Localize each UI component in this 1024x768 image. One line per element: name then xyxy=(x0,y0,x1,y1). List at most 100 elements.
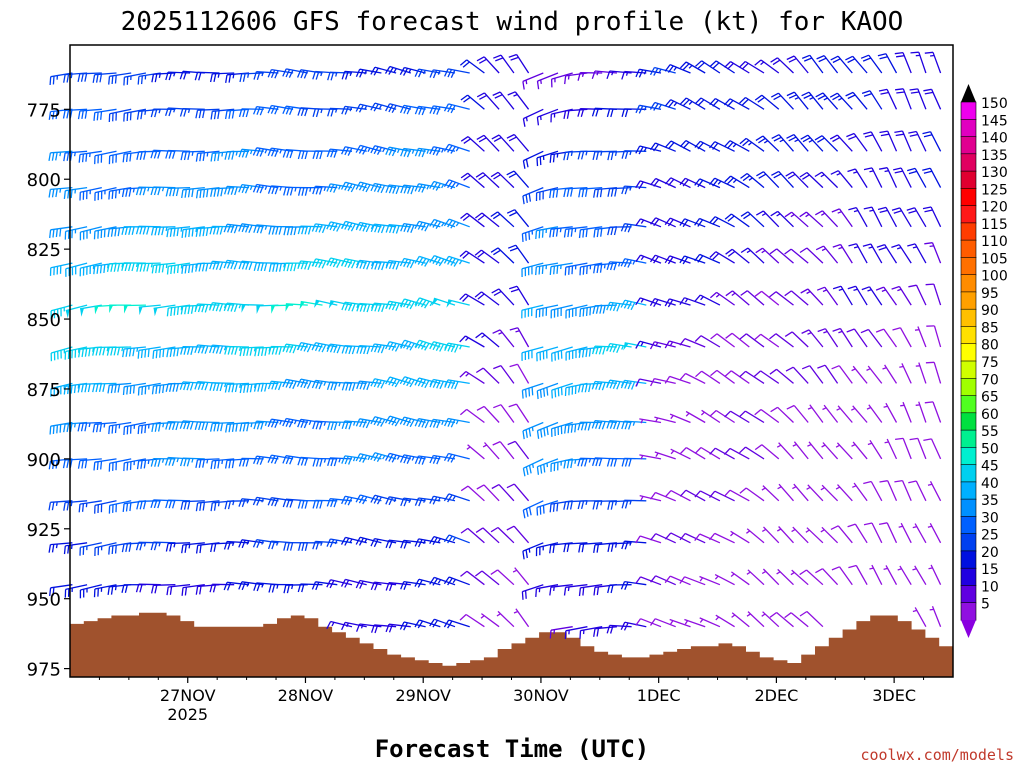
wind-barb-shaft xyxy=(551,72,573,80)
wind-barb-feather xyxy=(181,229,184,238)
wind-barb-feather xyxy=(801,329,810,334)
wind-barb-feather xyxy=(359,69,364,78)
wind-barb xyxy=(606,261,632,271)
wind-barb-half-feather xyxy=(452,495,456,500)
wind-barb-flag xyxy=(623,342,629,351)
wind-barb-half-feather xyxy=(658,104,662,109)
wind-barb-half-feather xyxy=(334,108,338,113)
wind-barb-feather xyxy=(154,108,158,118)
colorbar-label: 65 xyxy=(981,390,999,406)
wind-barb xyxy=(679,532,706,544)
wind-barb-feather xyxy=(359,580,364,589)
wind-barb-feather xyxy=(606,625,611,634)
wind-barb-feather xyxy=(212,261,217,270)
wind-barb-half-feather xyxy=(761,212,767,217)
wind-barb-feather xyxy=(168,421,173,430)
wind-barb-feather xyxy=(403,105,408,114)
wind-barb-feather xyxy=(139,542,143,551)
wind-barb xyxy=(635,378,662,387)
wind-barb-half-feather xyxy=(498,331,503,335)
wind-barb xyxy=(606,301,632,312)
wind-barb-shaft xyxy=(931,605,942,627)
wind-barb-half-feather xyxy=(232,74,235,79)
wind-barb-feather xyxy=(300,70,305,79)
wind-barb-half-feather xyxy=(223,346,227,351)
wind-barb-feather xyxy=(143,151,147,160)
wind-barb xyxy=(340,181,367,193)
wind-barb-half-feather xyxy=(699,618,704,623)
wind-barb-half-feather xyxy=(748,177,753,181)
wind-barb-feather xyxy=(332,259,338,268)
wind-barb-feather xyxy=(845,91,854,97)
wind-barb-shaft xyxy=(885,402,898,423)
wind-barb xyxy=(769,333,794,348)
colorbar-swatch xyxy=(960,257,977,276)
wind-barb-shaft xyxy=(256,496,279,502)
wind-barb-feather xyxy=(831,566,840,571)
wind-barb-feather xyxy=(135,542,140,551)
wind-barb xyxy=(490,171,515,189)
wind-barb xyxy=(400,147,426,158)
wind-barb-feather xyxy=(577,72,581,81)
wind-barb-shaft xyxy=(448,534,470,544)
wind-barb-feather xyxy=(508,136,517,142)
wind-barb xyxy=(341,420,367,430)
wind-barb-feather xyxy=(297,457,302,466)
wind-barb-feather xyxy=(210,502,213,512)
wind-barb xyxy=(725,248,750,264)
wind-barb-shaft xyxy=(138,304,161,308)
wind-barb-feather xyxy=(370,261,375,270)
wind-barb-feather xyxy=(165,383,169,392)
wind-barb-feather xyxy=(773,95,782,101)
wind-barb-shaft xyxy=(513,170,530,189)
wind-barb-half-feather xyxy=(553,586,555,591)
wind-barb-feather xyxy=(233,225,238,234)
wind-barb-shaft xyxy=(793,441,809,460)
wind-barb-feather xyxy=(241,149,246,158)
wind-barb-shaft xyxy=(467,136,485,152)
x-tick-label: 29NOV xyxy=(395,686,451,705)
wind-barb-feather xyxy=(668,178,675,186)
wind-barb-shaft xyxy=(902,401,912,423)
wind-barb xyxy=(414,619,441,629)
wind-barb xyxy=(912,565,927,586)
wind-barb-feather xyxy=(224,151,228,160)
wind-barb-half-feather xyxy=(614,543,618,548)
wind-barb-feather xyxy=(395,225,400,234)
wind-barb-half-feather xyxy=(779,139,784,143)
wind-barb-half-feather xyxy=(88,422,91,428)
wind-barb-shaft xyxy=(868,404,883,423)
wind-barb-feather xyxy=(228,384,232,393)
wind-barb-feather xyxy=(556,265,559,274)
wind-barb-shaft xyxy=(837,525,853,544)
wind-barb-shaft xyxy=(550,186,573,191)
wind-barb-shaft xyxy=(624,150,647,152)
wind-barb-feather xyxy=(344,579,350,588)
wind-barb-feather xyxy=(186,421,191,430)
wind-barb xyxy=(756,171,780,189)
wind-barb xyxy=(93,584,117,598)
wind-barb-shaft xyxy=(900,522,912,544)
wind-barb-feather xyxy=(124,262,128,272)
wind-barb-half-feather xyxy=(250,422,253,428)
wind-barb-feather xyxy=(493,404,502,409)
wind-barb-feather xyxy=(344,345,349,354)
wind-barb-feather xyxy=(847,58,856,64)
wind-barb-feather xyxy=(695,60,703,67)
wind-barb-half-feather xyxy=(441,148,444,153)
wind-barb-feather xyxy=(443,493,450,502)
wind-barb-half-feather xyxy=(588,458,592,463)
wind-barb xyxy=(311,342,338,353)
wind-barb-feather xyxy=(742,139,750,147)
wind-barb-feather xyxy=(286,226,290,236)
wind-barb xyxy=(724,61,750,74)
wind-barb-feather xyxy=(108,425,111,435)
wind-barb-feather xyxy=(344,456,349,465)
wind-barb xyxy=(635,340,662,349)
wind-barb-feather xyxy=(424,300,430,309)
wind-barb-feather xyxy=(581,349,585,358)
wind-barb-feather xyxy=(176,306,180,315)
wind-barb-half-feather xyxy=(408,68,412,74)
wind-barb xyxy=(807,441,824,460)
wind-barb-shaft xyxy=(433,576,456,586)
